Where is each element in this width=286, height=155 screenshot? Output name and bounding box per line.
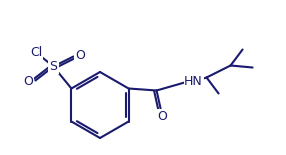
Text: O: O [158,110,168,123]
Text: HN: HN [184,75,203,88]
Text: O: O [76,49,85,62]
Text: Cl: Cl [30,46,43,59]
Text: S: S [49,60,57,73]
Text: O: O [23,75,33,88]
